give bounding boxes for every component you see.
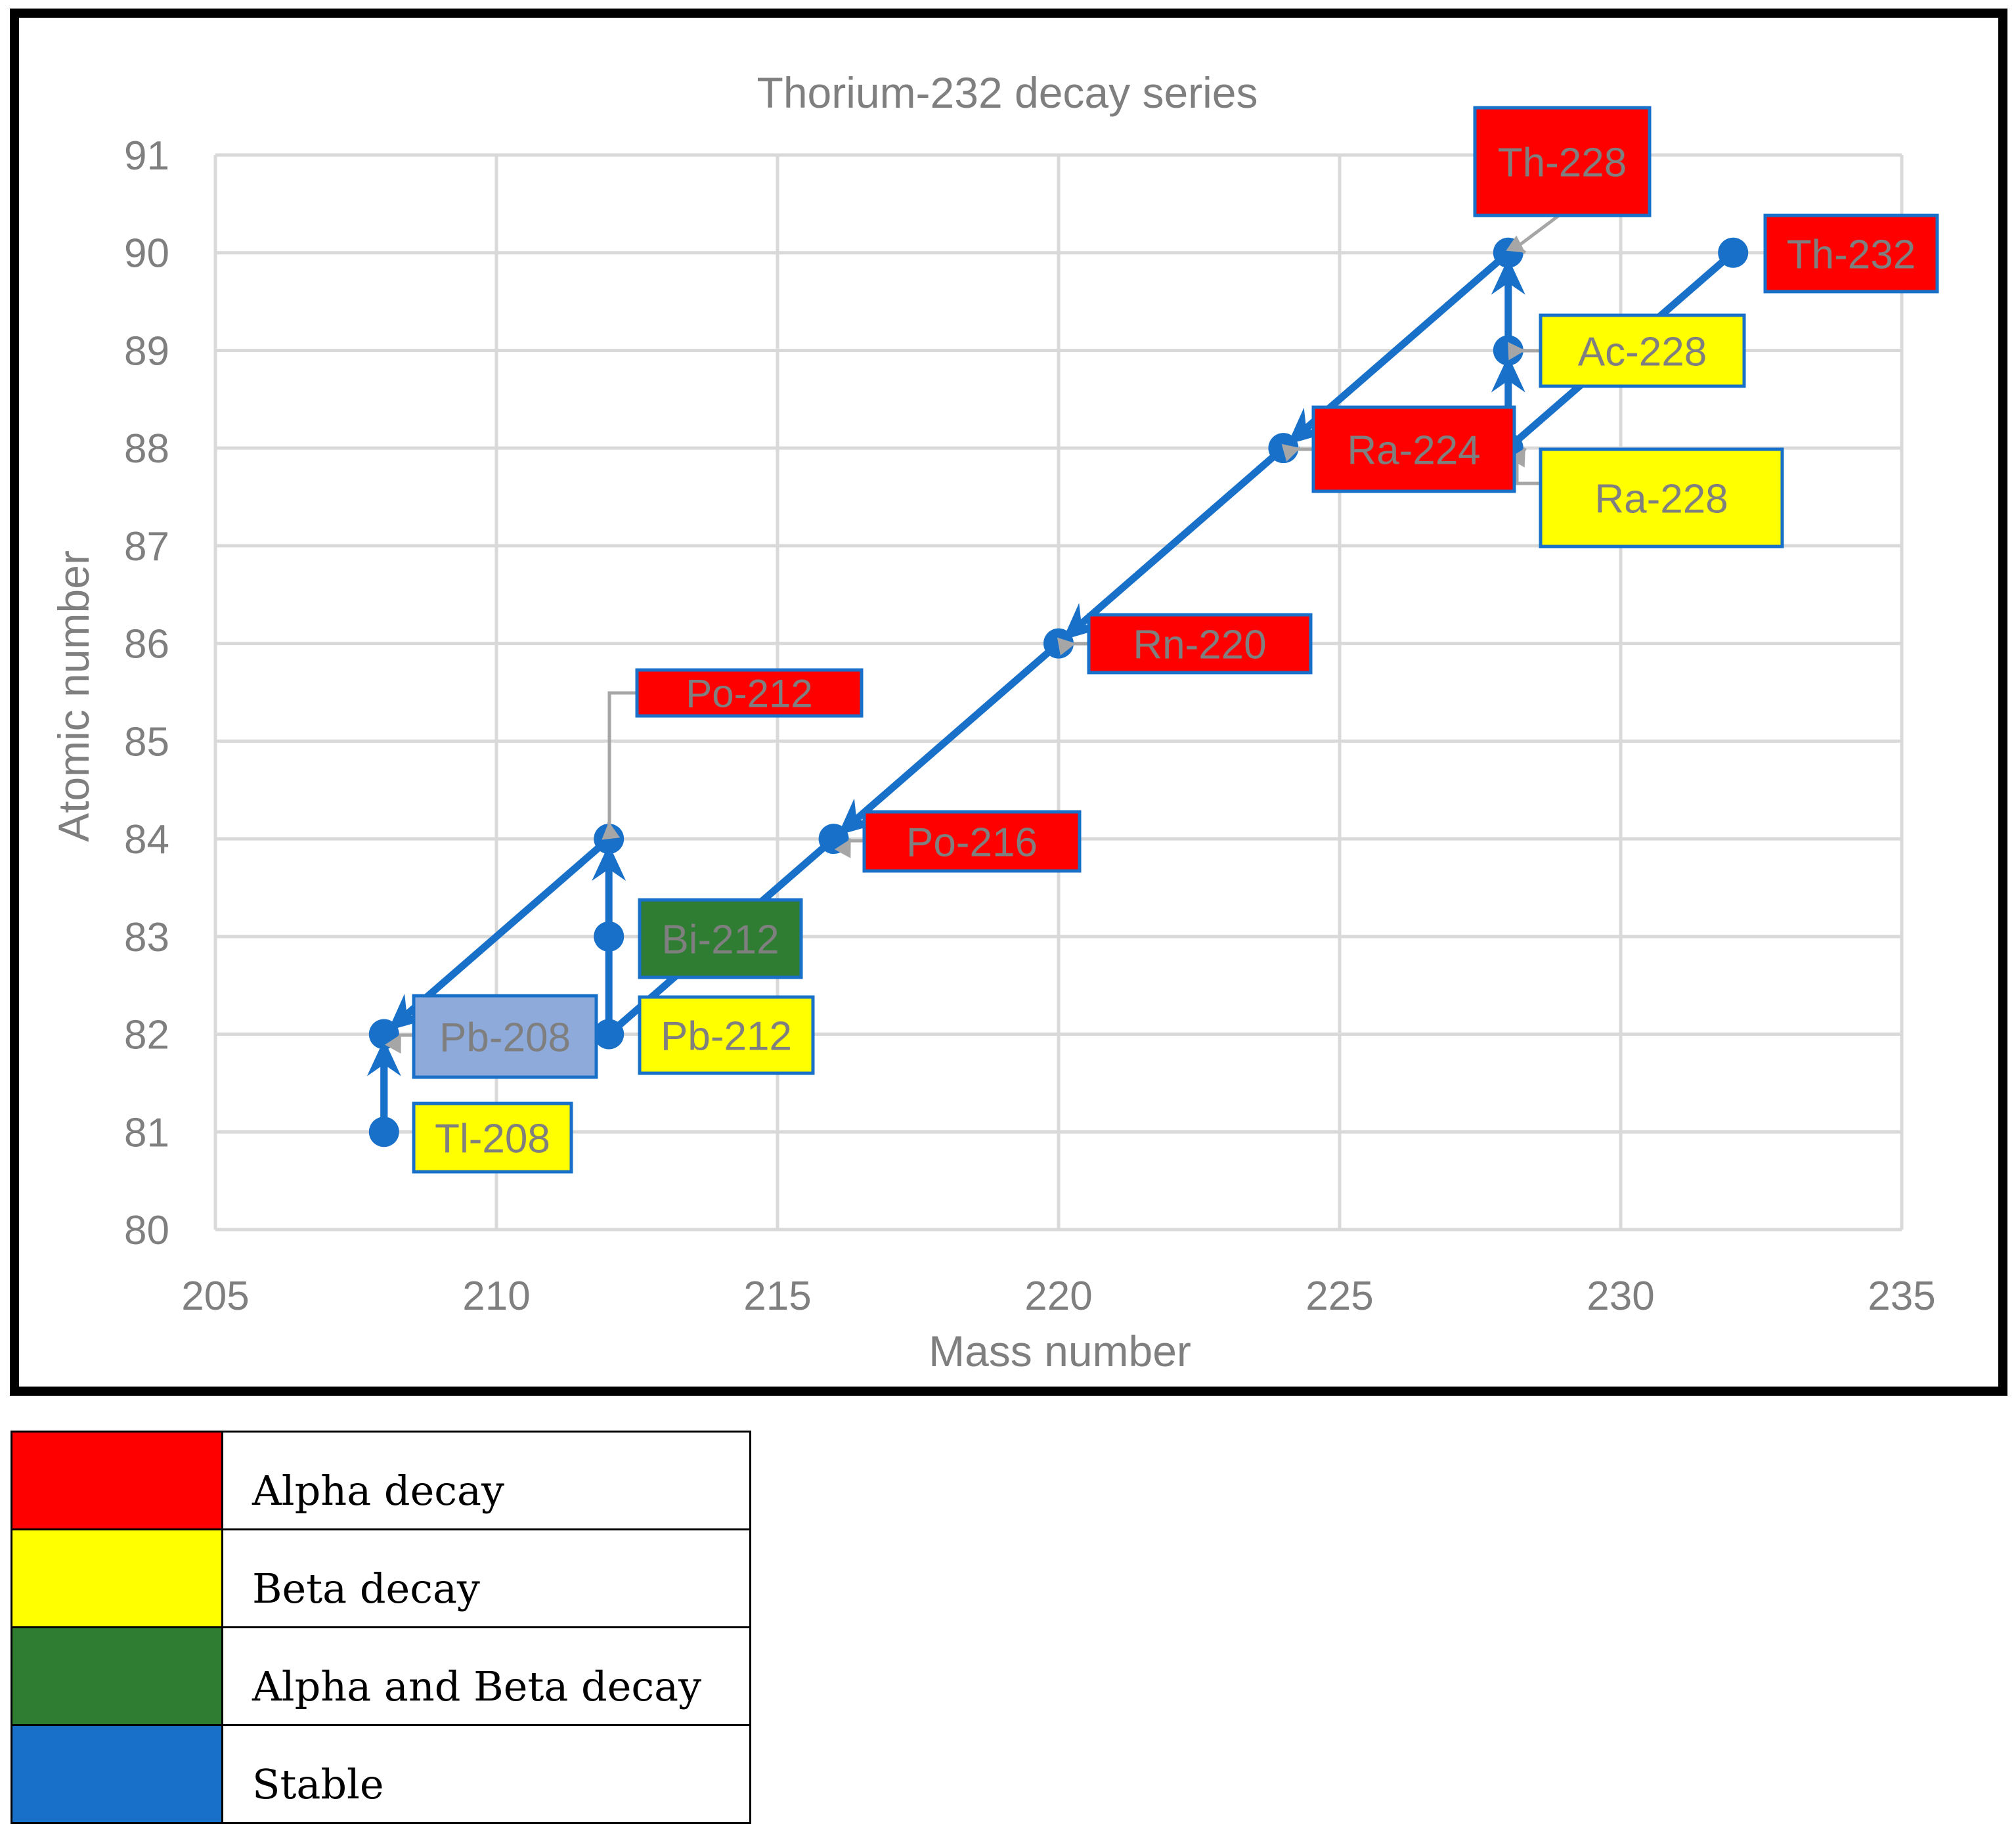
- legend-swatch-alpha-beta: [12, 1628, 223, 1725]
- callout-label-po216: Po-216: [906, 820, 1038, 865]
- data-point-pb212: [594, 1019, 624, 1050]
- y-tick-label-90: 90: [124, 231, 169, 277]
- x-tick-label-205: 205: [181, 1274, 249, 1319]
- leader-pb208: [401, 1034, 414, 1035]
- callout-label-ra228: Ra-228: [1594, 476, 1728, 522]
- y-tick-label-89: 89: [124, 328, 169, 374]
- y-tick-label-88: 88: [124, 426, 169, 472]
- legend-swatch-beta: [12, 1530, 223, 1628]
- x-tick-label-210: 210: [462, 1274, 530, 1319]
- chart-frame: [14, 13, 2003, 1391]
- callout-label-pb212: Pb-212: [661, 1013, 792, 1059]
- y-tick-label-81: 81: [124, 1110, 169, 1155]
- legend-row-alpha-beta: Alpha and Beta decay: [12, 1628, 751, 1725]
- y-tick-label-91: 91: [124, 133, 169, 179]
- legend-row-beta: Beta decay: [12, 1530, 751, 1628]
- x-tick-label-225: 225: [1305, 1274, 1373, 1319]
- data-point-tl208: [369, 1117, 399, 1147]
- legend-label-alpha-beta: Alpha and Beta decay: [223, 1628, 751, 1725]
- decay-chart: 205 210 215 220 225 230 235 80 81 82 83 84 85 86 87 88 8…: [0, 0, 2016, 1406]
- callout-label-th228: Th-228: [1498, 140, 1627, 185]
- y-tick-label-87: 87: [124, 524, 169, 569]
- legend-row-alpha: Alpha decay: [12, 1432, 751, 1530]
- callout-label-tl208: Tl-208: [435, 1116, 550, 1161]
- data-point-bi212: [594, 922, 624, 952]
- y-tick-label-82: 82: [124, 1013, 169, 1058]
- legend-label-alpha: Alpha decay: [223, 1432, 751, 1530]
- legend-table: Alpha decay Beta decay Alpha and Beta de…: [11, 1431, 751, 1824]
- callout-label-rn220: Rn-220: [1133, 622, 1266, 667]
- callout-label-pb208: Pb-208: [439, 1015, 571, 1060]
- y-axis-label: Atomic number: [49, 550, 98, 842]
- callout-label-ac228: Ac-228: [1578, 329, 1707, 374]
- y-tick-label-80: 80: [124, 1208, 169, 1253]
- chart-title: Thorium-232 decay series: [757, 68, 1258, 117]
- y-tick-label-84: 84: [124, 817, 169, 862]
- legend-swatch-alpha: [12, 1432, 223, 1530]
- x-tick-label-215: 215: [743, 1274, 811, 1319]
- callout-label-th232: Th-232: [1787, 232, 1916, 277]
- x-axis-label: Mass number: [929, 1327, 1191, 1375]
- legend-label-beta: Beta decay: [223, 1530, 751, 1628]
- data-point-th232: [1718, 238, 1748, 268]
- x-tick-label-230: 230: [1587, 1274, 1654, 1319]
- x-tick-label-235: 235: [1868, 1274, 1935, 1319]
- legend-label-stable: Stable: [223, 1725, 751, 1823]
- legend-row-stable: Stable: [12, 1725, 751, 1823]
- x-tick-label-220: 220: [1024, 1274, 1092, 1319]
- y-tick-label-86: 86: [124, 622, 169, 667]
- callout-label-ra224: Ra-224: [1347, 428, 1480, 473]
- callout-label-bi212: Bi-212: [661, 917, 779, 962]
- y-tick-label-85: 85: [124, 719, 169, 765]
- leader-po216: [850, 839, 864, 841]
- callout-label-po212: Po-212: [686, 672, 812, 716]
- y-tick-label-83: 83: [124, 915, 169, 960]
- legend-swatch-stable: [12, 1725, 223, 1823]
